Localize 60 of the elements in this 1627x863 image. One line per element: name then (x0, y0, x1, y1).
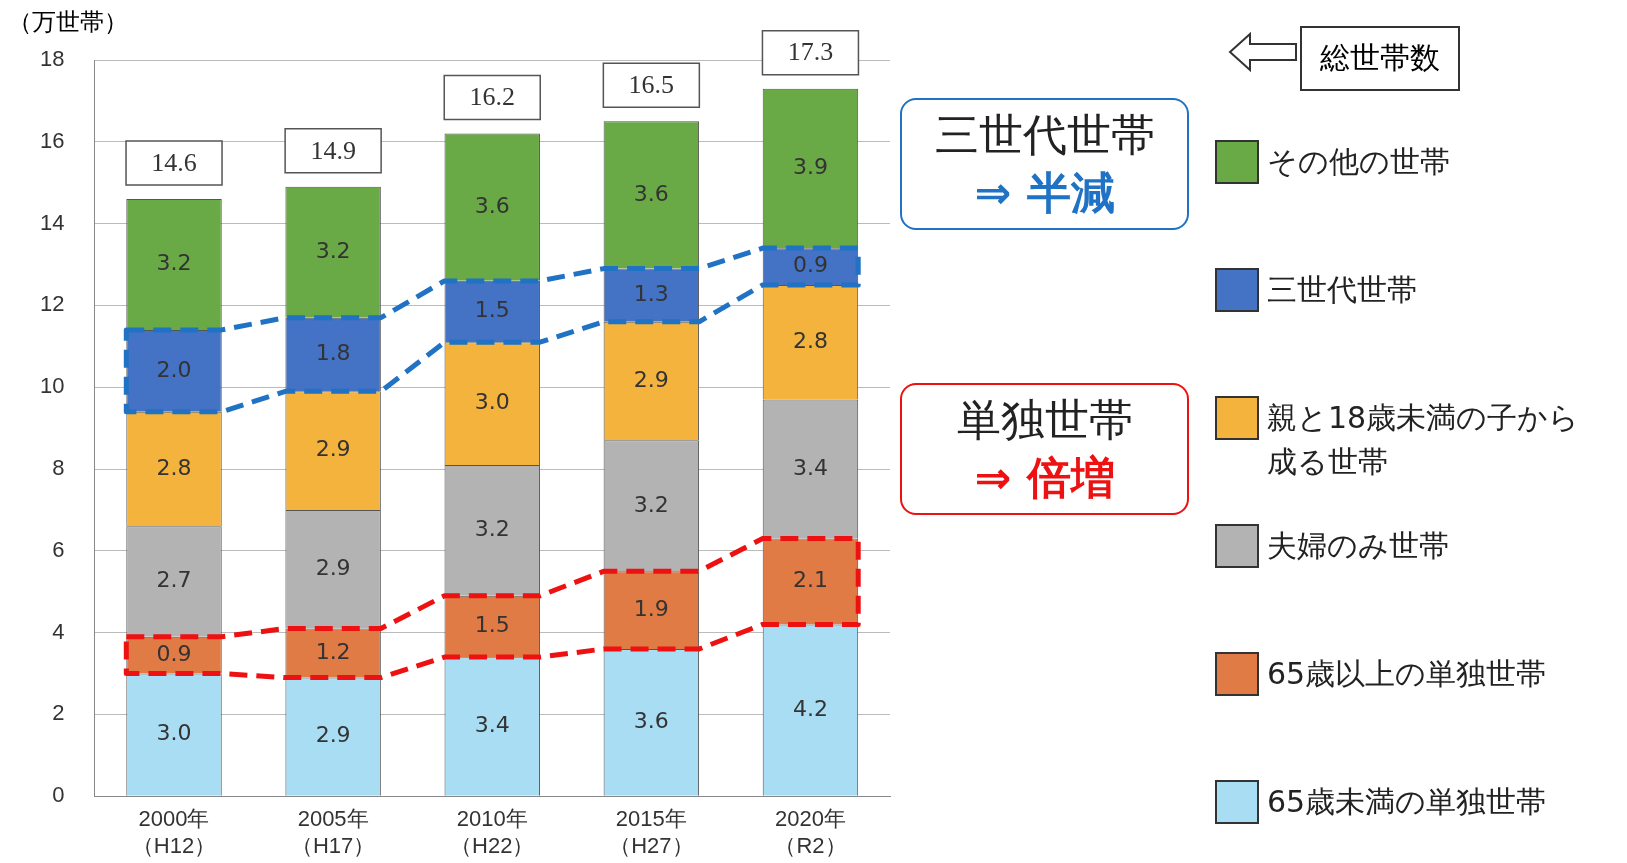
data-label: 0.9 (156, 640, 192, 666)
x-tick-label: 2010年（H22） (450, 806, 535, 858)
total-label: 14.9 (310, 135, 356, 165)
data-label: 3.6 (633, 708, 669, 734)
data-label: 2.7 (156, 567, 192, 593)
data-label: 1.9 (633, 595, 669, 621)
data-label: 3.2 (315, 237, 351, 263)
data-label: 3.6 (633, 180, 669, 206)
data-label: 2.8 (156, 454, 192, 480)
data-label: 1.5 (474, 612, 510, 638)
data-label: 3.0 (156, 720, 192, 746)
y-tick-label: 16 (39, 127, 65, 153)
speech-bubble: 三世代世帯 ⇒ 半減 (900, 98, 1189, 230)
total-label: 16.2 (469, 82, 515, 112)
data-label: 1.5 (474, 297, 510, 323)
legend-label: 65歳以上の単独世帯 (1267, 655, 1548, 693)
y-tick-label: 0 (52, 782, 65, 808)
data-label: 1.2 (315, 638, 351, 664)
data-label: 1.8 (315, 340, 351, 366)
legend-label: 親と18歳未満の子から成る世帯 (1267, 399, 1581, 481)
data-label: 2.1 (792, 567, 828, 593)
data-label: 2.8 (792, 327, 828, 353)
data-label: 2.9 (633, 366, 669, 392)
y-tick-label: 12 (39, 291, 65, 317)
data-label: 3.2 (156, 250, 192, 276)
data-label: 3.2 (633, 491, 669, 517)
legend-label: 三世代世帯 (1267, 271, 1418, 309)
total-label: 17.3 (787, 37, 834, 67)
total-label: 16.5 (628, 70, 675, 100)
x-tick-label: 2005年（H17） (290, 806, 376, 858)
y-tick-label: 10 (39, 373, 65, 399)
data-label: 3.6 (474, 192, 510, 218)
data-label: 3.0 (474, 389, 510, 415)
legend-title: 総世帯数 (1300, 26, 1460, 91)
x-tick-label: 2015年（H27） (609, 806, 694, 858)
data-label: 2.9 (315, 436, 351, 462)
legend-label: その他の世帯 (1267, 143, 1451, 181)
data-label: 2.9 (315, 722, 351, 748)
y-tick-label: 8 (52, 455, 65, 481)
data-label: 2.0 (156, 356, 192, 382)
data-label: 4.2 (792, 695, 828, 721)
data-label: 2.9 (315, 554, 351, 580)
data-label: 0.9 (792, 252, 828, 278)
x-tick-label: 2000年（H12） (131, 806, 217, 858)
data-label: 1.3 (633, 280, 669, 306)
speech-bubble: 単独世帯 ⇒ 倍増 (900, 383, 1189, 515)
y-tick-label: 4 (52, 618, 65, 644)
legend-label: 夫婦のみ世帯 (1267, 527, 1450, 565)
y-tick-label: 14 (39, 209, 65, 235)
y-axis-title: （万世帯） (8, 7, 128, 38)
y-tick-label: 18 (39, 46, 65, 72)
legend-label: 65歳未満の単独世帯 (1267, 783, 1548, 821)
data-label: 3.2 (474, 516, 510, 542)
data-label: 3.9 (792, 154, 828, 180)
data-label: 3.4 (792, 454, 828, 480)
y-tick-label: 6 (52, 536, 65, 562)
total-label: 14.6 (151, 147, 197, 177)
y-tick-label: 2 (52, 700, 65, 726)
data-label: 3.4 (474, 712, 510, 738)
x-tick-label: 2020年（R2） (774, 806, 847, 858)
